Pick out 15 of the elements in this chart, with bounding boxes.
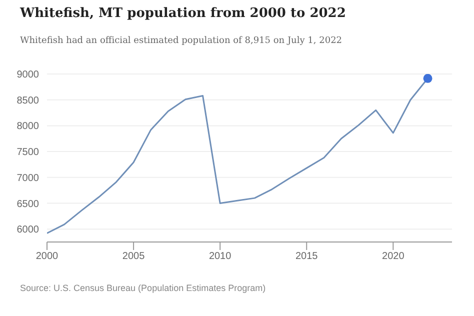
y-tick-label: 7000 xyxy=(16,172,40,184)
y-tick-label: 6000 xyxy=(16,224,40,236)
y-tick-label: 6500 xyxy=(16,198,40,210)
x-tick-label: 2020 xyxy=(382,251,405,262)
chart-subtitle: Whitefish had an official estimated population of 8,915 on July 1, 2022 xyxy=(20,36,342,46)
source-note: Source: U.S. Census Bureau (Population Estimates Program) xyxy=(20,283,266,293)
x-tick-label: 2000 xyxy=(36,251,59,262)
x-tick-label: 2005 xyxy=(122,251,146,262)
x-tick-label: 2015 xyxy=(295,251,318,262)
y-tick-label: 8500 xyxy=(16,95,40,106)
y-tick-label: 8000 xyxy=(16,121,40,132)
y-tick-label: 7500 xyxy=(16,147,40,158)
chart-title: Whitefish, MT population from 2000 to 2022 xyxy=(20,6,346,21)
x-tick-label: 2010 xyxy=(208,251,232,262)
y-tick-label: 9000 xyxy=(16,70,40,81)
